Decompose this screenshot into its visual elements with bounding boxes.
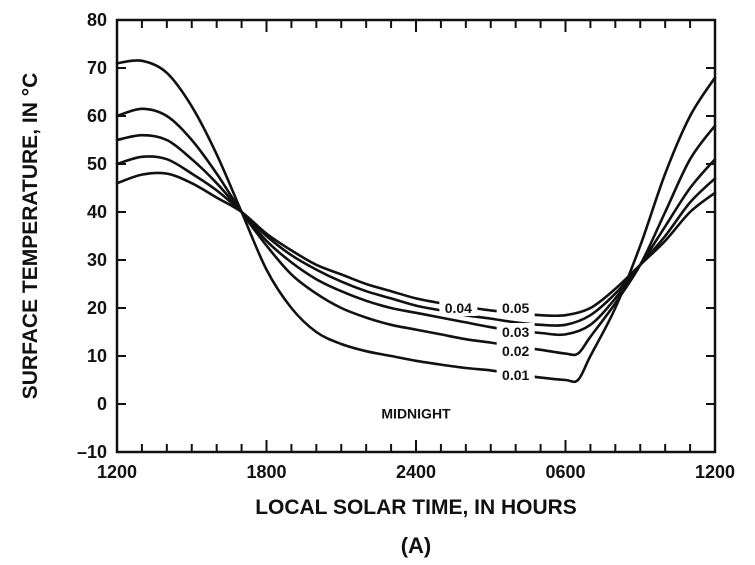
figure-sub-label: (A) [401,533,432,558]
series-label-0.04: 0.04 [445,300,472,316]
y-tick-label: 10 [87,346,107,366]
y-tick-label: 0 [97,394,107,414]
y-tick-label: –10 [77,442,107,462]
annotations: MIDNIGHT [381,406,451,422]
series-line-0.04 [115,155,717,327]
series-label-background [496,323,535,340]
series-label-0.03: 0.03 [502,324,529,340]
y-tick-label: 40 [87,202,107,222]
series-label-0.02: 0.02 [502,343,529,359]
x-tick-label: 1200 [97,462,137,482]
midnight-annotation: MIDNIGHT [381,406,451,422]
y-tick-label: 50 [87,154,107,174]
x-tick-label: 0600 [545,462,585,482]
y-tick-label: 80 [87,10,107,30]
y-axis: –10 0 10 20 30 40 50 60 70 80 [77,10,715,462]
x-tick-label: 2400 [396,462,436,482]
y-tick-label: 70 [87,58,107,78]
series-line-0.01 [115,59,717,384]
series-label-0.01: 0.01 [502,367,529,383]
series-line-0.03 [115,133,717,337]
series-lines [115,59,717,384]
series-label-background [496,366,535,384]
series-label-background [439,299,478,316]
x-tick-label: 1800 [246,462,286,482]
y-axis-title: SURFACE TEMPERATURE, IN °C [19,73,42,400]
series-line-0.05 [115,171,717,318]
series-label-background [496,342,535,360]
plot-area-frame [115,18,717,454]
series-line-0.02 [115,107,717,357]
y-tick-label: 60 [87,106,107,126]
y-tick-label: 30 [87,250,107,270]
y-tick-label: 20 [87,298,107,318]
x-tick-label: 1200 [695,462,735,482]
series-label-background [496,299,535,316]
series-label-0.05: 0.05 [502,300,529,316]
x-axis-title: LOCAL SOLAR TIME, IN HOURS [255,496,577,519]
x-axis: 1200 1800 2400 0600 1200 [97,20,735,482]
series-labels: 0.01 0.02 0.03 0.04 0.05 [439,299,535,384]
